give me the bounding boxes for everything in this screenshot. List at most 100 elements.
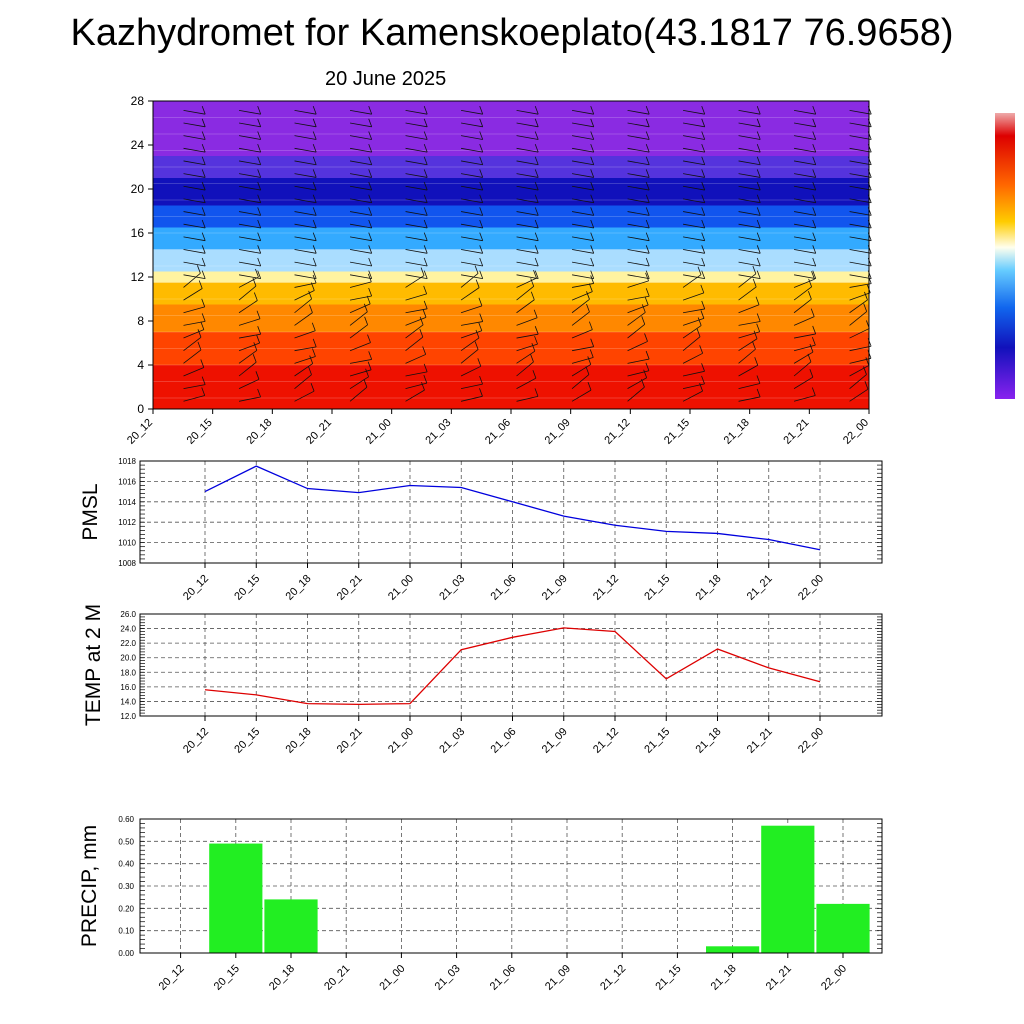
wind-barb bbox=[627, 295, 650, 301]
wind-barb bbox=[738, 364, 758, 377]
wind-barb bbox=[627, 173, 650, 178]
wind-barb bbox=[460, 236, 483, 242]
wind-barb-feather bbox=[312, 348, 316, 357]
wind-barb bbox=[460, 185, 483, 191]
wind-barb bbox=[238, 378, 260, 390]
y-tick-label: 20 bbox=[131, 182, 145, 196]
wind-barb bbox=[794, 135, 816, 140]
x-tick-label: 22_00 bbox=[819, 963, 849, 993]
wind-barb bbox=[183, 135, 206, 140]
wind-barb-feather bbox=[257, 118, 262, 127]
x-tick-label: 20_12 bbox=[181, 573, 211, 603]
wind-barb-feather bbox=[257, 207, 262, 216]
wind-barb-feather bbox=[812, 245, 817, 254]
wind-barb-feather bbox=[756, 388, 761, 398]
wind-barb-feather bbox=[423, 285, 428, 295]
y-tick-label: 18.0 bbox=[120, 668, 136, 677]
wind-barb-feather bbox=[201, 313, 206, 322]
wind-barb bbox=[516, 377, 537, 390]
wind-barb-feather bbox=[534, 207, 539, 216]
wind-barb-feather bbox=[697, 317, 702, 326]
wind-barb-feather bbox=[423, 181, 428, 191]
wind-barb bbox=[793, 395, 816, 402]
wind-barb-feather bbox=[368, 194, 373, 203]
x-tick-label: 21_03 bbox=[437, 573, 467, 603]
wind-barb bbox=[349, 359, 372, 364]
wind-barb bbox=[183, 273, 201, 288]
wind-barb bbox=[349, 198, 372, 204]
wind-barb-feather bbox=[701, 169, 706, 178]
wind-barb bbox=[627, 160, 650, 166]
wind-barb-feather bbox=[479, 143, 484, 153]
wind-barb bbox=[183, 321, 206, 326]
wind-barb-feather bbox=[310, 383, 315, 392]
x-tick-label: 20_21 bbox=[335, 573, 365, 603]
wind-barb bbox=[849, 147, 872, 153]
x-tick-label: 20_15 bbox=[232, 573, 262, 603]
wind-barb-feather bbox=[756, 219, 761, 229]
wind-barb-feather bbox=[530, 278, 535, 287]
wind-barb bbox=[793, 298, 812, 314]
wind-barb bbox=[349, 173, 372, 178]
wind-barb bbox=[294, 160, 317, 166]
wind-barb-feather bbox=[533, 309, 538, 318]
wind-barb-feather bbox=[756, 156, 761, 165]
wind-barb-feather bbox=[256, 310, 261, 319]
wind-barb bbox=[460, 173, 483, 178]
wind-barb bbox=[238, 261, 261, 267]
x-tick-label: 21_12 bbox=[591, 726, 621, 756]
wind-barb bbox=[571, 374, 590, 389]
wind-barb bbox=[238, 276, 259, 288]
heatmap-band bbox=[153, 282, 869, 305]
wind-barb bbox=[238, 300, 258, 314]
x-tick-label: 21_12 bbox=[598, 963, 628, 993]
wind-barb-feather bbox=[644, 296, 649, 306]
y-tick-label: 28 bbox=[131, 94, 145, 108]
wind-barb-feather bbox=[479, 232, 484, 241]
y-tick-label: 0.40 bbox=[118, 860, 134, 869]
wind-barb-feather bbox=[423, 363, 428, 372]
wind-barb-feather bbox=[312, 118, 317, 127]
x-tick-label: 21_12 bbox=[591, 573, 621, 603]
wind-barb bbox=[627, 236, 650, 242]
wind-barb bbox=[349, 324, 368, 339]
y-tick-label: 0.10 bbox=[118, 927, 134, 936]
wind-barb bbox=[238, 173, 261, 178]
y-tick-label: 4 bbox=[137, 358, 144, 372]
wind-barb bbox=[460, 330, 482, 339]
wind-barb bbox=[738, 147, 761, 153]
wind-barb-feather bbox=[308, 290, 312, 300]
wind-barb-feather bbox=[864, 291, 868, 301]
wind-barb bbox=[294, 122, 317, 128]
wind-barb-feather bbox=[587, 381, 592, 391]
wind-barb bbox=[627, 280, 649, 288]
wind-barb-feather bbox=[201, 298, 206, 307]
heatmap-band bbox=[153, 271, 869, 283]
wind-barb bbox=[627, 261, 650, 267]
wind-barb-feather bbox=[587, 356, 592, 365]
wind-barb-feather bbox=[590, 156, 595, 165]
wind-barb-feather bbox=[201, 118, 206, 127]
wind-barb-feather bbox=[701, 156, 706, 165]
wind-barb-feather bbox=[312, 169, 317, 178]
wind-barb bbox=[405, 135, 428, 140]
wind-barb-feather bbox=[479, 257, 484, 267]
wind-barb bbox=[405, 274, 428, 280]
y-tick-label: 1014 bbox=[118, 498, 136, 507]
wind-barb-feather bbox=[475, 329, 480, 339]
wind-barb bbox=[738, 338, 758, 352]
color-bar bbox=[995, 113, 1015, 399]
wind-barb-feather bbox=[312, 219, 317, 229]
wind-barb-feather bbox=[478, 297, 483, 306]
wind-barb-feather bbox=[423, 219, 428, 229]
wind-barb-feather bbox=[701, 143, 706, 153]
wind-barb bbox=[238, 396, 261, 402]
wind-barb-feather bbox=[420, 267, 425, 276]
wind-barb-feather bbox=[423, 374, 428, 384]
wind-barb bbox=[516, 135, 539, 140]
wind-barb bbox=[682, 383, 705, 390]
wind-barb-feather bbox=[756, 143, 761, 153]
wind-barb-feather bbox=[590, 118, 595, 127]
wind-barb-feather bbox=[257, 270, 262, 279]
wind-barb-feather bbox=[590, 106, 595, 115]
